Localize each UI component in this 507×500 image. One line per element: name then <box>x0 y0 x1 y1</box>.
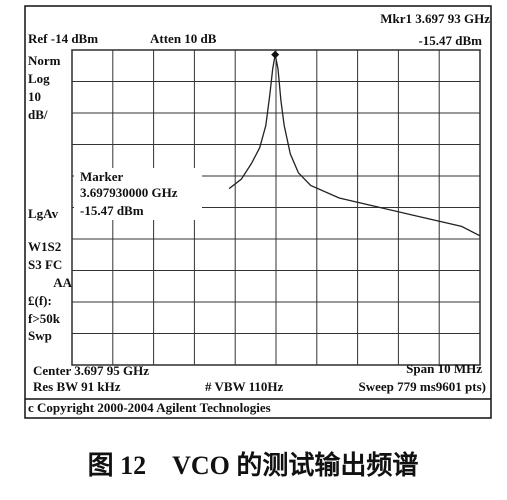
label: dB/ <box>28 107 48 122</box>
label: Mkr1 3.697 93 GHz <box>380 11 490 26</box>
marker-box-bg <box>74 168 202 220</box>
label: Ref -14 dBm <box>28 31 98 46</box>
label: £(f): <box>28 293 52 308</box>
caption: 图 12 VCO 的测试输出频谱 <box>88 450 419 480</box>
label: Log <box>28 71 50 86</box>
marker-diamond <box>271 50 280 59</box>
label: W1S2 <box>28 239 61 254</box>
label: c Copyright 2000-2004 Agilent Technologi… <box>28 400 271 415</box>
label: Center 3.697 95 GHz <box>33 363 149 378</box>
label: Swp <box>28 328 52 343</box>
label: Sweep 779 ms9601 pts) <box>359 379 486 394</box>
label: S3 FC <box>28 257 62 272</box>
label: # VBW 110Hz <box>205 379 283 394</box>
label: Span 10 MHz <box>406 361 482 376</box>
label: -15.47 dBm <box>80 203 144 218</box>
label: Res BW 91 kHz <box>33 379 121 394</box>
label: 3.697930000 GHz <box>80 185 178 200</box>
label: -15.47 dBm <box>418 33 482 48</box>
label: AA <box>53 275 72 290</box>
label: Atten 10 dB <box>150 31 217 46</box>
label: LgAv <box>28 206 59 221</box>
label: Norm <box>28 53 61 68</box>
label: Marker <box>80 169 124 184</box>
screen-frame <box>24 5 492 419</box>
trace <box>228 54 481 237</box>
label: 10 <box>28 89 41 104</box>
label: f>50k <box>28 311 61 326</box>
